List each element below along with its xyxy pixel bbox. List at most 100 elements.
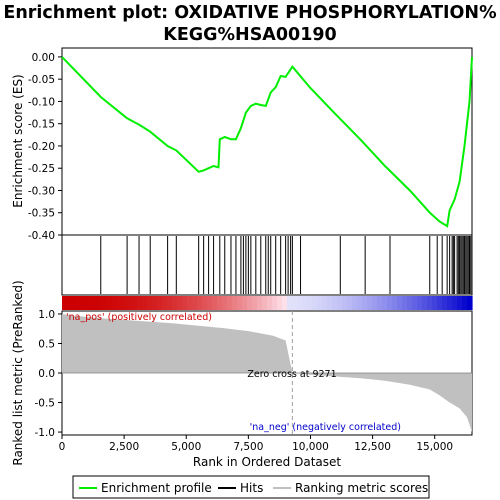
color-bar-segment bbox=[307, 296, 313, 310]
chart-title-line1: Enrichment plot: OXIDATIVE PHOSPHORYLATI… bbox=[3, 3, 496, 23]
color-bar-segment bbox=[102, 296, 108, 310]
color-bar-segment bbox=[342, 296, 348, 310]
color-bar-segment bbox=[412, 296, 418, 310]
color-bar-segment bbox=[122, 296, 128, 310]
es-y-tick-label: -0.10 bbox=[28, 96, 55, 108]
legend-enrichment-label: Enrichment profile bbox=[101, 481, 212, 495]
color-bar-segment bbox=[162, 296, 168, 310]
metric-y-ticks: 1.0 0.5 0.0 -0.5 -1.0 bbox=[35, 309, 62, 439]
legend-frame bbox=[72, 475, 430, 499]
color-bar-segment bbox=[422, 296, 428, 310]
es-y-tick-label: -0.40 bbox=[28, 230, 55, 242]
color-bar-segment bbox=[302, 296, 308, 310]
x-tick-label: 5,000 bbox=[171, 441, 201, 453]
x-axis-label: Rank in Ordered Dataset bbox=[193, 455, 341, 469]
es-y-tick-label: -0.30 bbox=[28, 185, 55, 197]
color-bar-segment bbox=[182, 296, 188, 310]
es-line bbox=[61, 56, 473, 228]
es-panel: 0.00 -0.05 -0.10 -0.15 -0.20 -0.25 -0.30 -0.35 -… bbox=[11, 47, 473, 242]
color-bar-segment bbox=[427, 296, 433, 310]
metric-y-tick-label: 0.5 bbox=[38, 338, 55, 350]
x-ticks: 0 2,500 5,000 7,500 10,000 12,500 15,000 bbox=[59, 435, 453, 453]
color-bar-segment bbox=[237, 296, 243, 310]
color-bar-segment bbox=[82, 296, 88, 310]
color-bar-segment bbox=[202, 296, 208, 310]
color-bar-segment bbox=[107, 296, 113, 310]
color-bar-segment bbox=[232, 296, 238, 310]
metric-y-tick-label: 0.0 bbox=[38, 368, 55, 380]
metric-y-tick-label: -1.0 bbox=[35, 427, 56, 439]
color-bar-segment bbox=[152, 296, 158, 310]
color-bar-segment bbox=[452, 296, 458, 310]
x-tick-label: 12,500 bbox=[354, 441, 391, 453]
color-bar-segment bbox=[312, 296, 318, 310]
metric-y-axis-label: Ranked list metric (PreRanked) bbox=[11, 280, 25, 465]
color-bar-segment bbox=[97, 296, 103, 310]
color-bar-segment bbox=[172, 296, 178, 310]
color-bar-segment bbox=[297, 296, 303, 310]
color-bar-segment bbox=[92, 296, 98, 310]
color-bar-segment bbox=[322, 296, 328, 310]
color-bar-segment bbox=[377, 296, 383, 310]
x-tick-label: 7,500 bbox=[233, 441, 263, 453]
color-bar-segment bbox=[262, 296, 268, 310]
color-bar-segment bbox=[447, 296, 453, 310]
es-y-tick-label: -0.15 bbox=[28, 119, 55, 131]
color-bar-segment bbox=[332, 296, 338, 310]
metric-y-tick-label: 1.0 bbox=[38, 309, 55, 321]
es-y-tick-label: 0.00 bbox=[32, 52, 55, 64]
color-bar-segment bbox=[387, 296, 393, 310]
color-bar-segment bbox=[117, 296, 123, 310]
color-bar-segment bbox=[352, 296, 358, 310]
color-bar-segment bbox=[402, 296, 408, 310]
color-bar-segment bbox=[432, 296, 438, 310]
color-bar-segment bbox=[72, 296, 78, 310]
hit-lines bbox=[100, 236, 472, 294]
color-bar-segment bbox=[257, 296, 263, 310]
color-bar-segment bbox=[137, 296, 143, 310]
color-bar-segment bbox=[367, 296, 373, 310]
color-bar-segment bbox=[222, 296, 228, 310]
color-bar-segment bbox=[407, 296, 413, 310]
color-bar-segment bbox=[227, 296, 233, 310]
color-bar-segment bbox=[272, 296, 278, 310]
color-bar-segment bbox=[277, 296, 283, 310]
color-bar-segment bbox=[217, 296, 223, 310]
color-bar-segment bbox=[247, 296, 253, 310]
color-bar-segment bbox=[87, 296, 93, 310]
zero-cross-label: Zero cross at 9271 bbox=[247, 369, 336, 380]
es-y-tick-label: -0.05 bbox=[28, 74, 55, 86]
color-bar-segment bbox=[397, 296, 403, 310]
legend-hits-label: Hits bbox=[240, 481, 263, 495]
color-bar-segment bbox=[267, 296, 273, 310]
color-bar-segment bbox=[207, 296, 213, 310]
es-y-tick-label: -0.25 bbox=[28, 163, 55, 175]
x-tick-label: 10,000 bbox=[292, 441, 329, 453]
color-bar-segment bbox=[292, 296, 298, 310]
color-bar-segment bbox=[417, 296, 423, 310]
metric-panel: 1.0 0.5 0.0 -0.5 -1.0 'na_pos' (positively c… bbox=[11, 280, 473, 466]
color-bar-segment bbox=[132, 296, 138, 310]
x-tick-label: 2,500 bbox=[109, 441, 139, 453]
chart-title-line2: KEGG%HSA00190 bbox=[163, 25, 336, 45]
color-bar-segment bbox=[252, 296, 258, 310]
color-bar-segment bbox=[362, 296, 368, 310]
hits-panel-frame bbox=[61, 234, 473, 296]
color-bar-segment bbox=[287, 296, 293, 310]
color-bar-segment bbox=[437, 296, 443, 310]
color-bar-segment bbox=[77, 296, 83, 310]
color-bar-segment bbox=[392, 296, 398, 310]
color-bar-segment bbox=[457, 296, 463, 310]
color-bar-segment bbox=[67, 296, 73, 310]
color-bar-segment bbox=[357, 296, 363, 310]
color-bar-segment bbox=[157, 296, 163, 310]
negative-correlated-label: 'na_neg' (negatively correlated) bbox=[250, 422, 401, 433]
color-bar-segment bbox=[242, 296, 248, 310]
color-bar-segment bbox=[187, 296, 193, 310]
color-bar-segment bbox=[347, 296, 353, 310]
x-tick-label: 15,000 bbox=[416, 441, 453, 453]
es-y-axis-label: Enrichment score (ES) bbox=[11, 74, 25, 207]
color-bar-segment bbox=[317, 296, 323, 310]
color-bar-segment bbox=[467, 296, 473, 310]
color-bar-segment bbox=[142, 296, 148, 310]
